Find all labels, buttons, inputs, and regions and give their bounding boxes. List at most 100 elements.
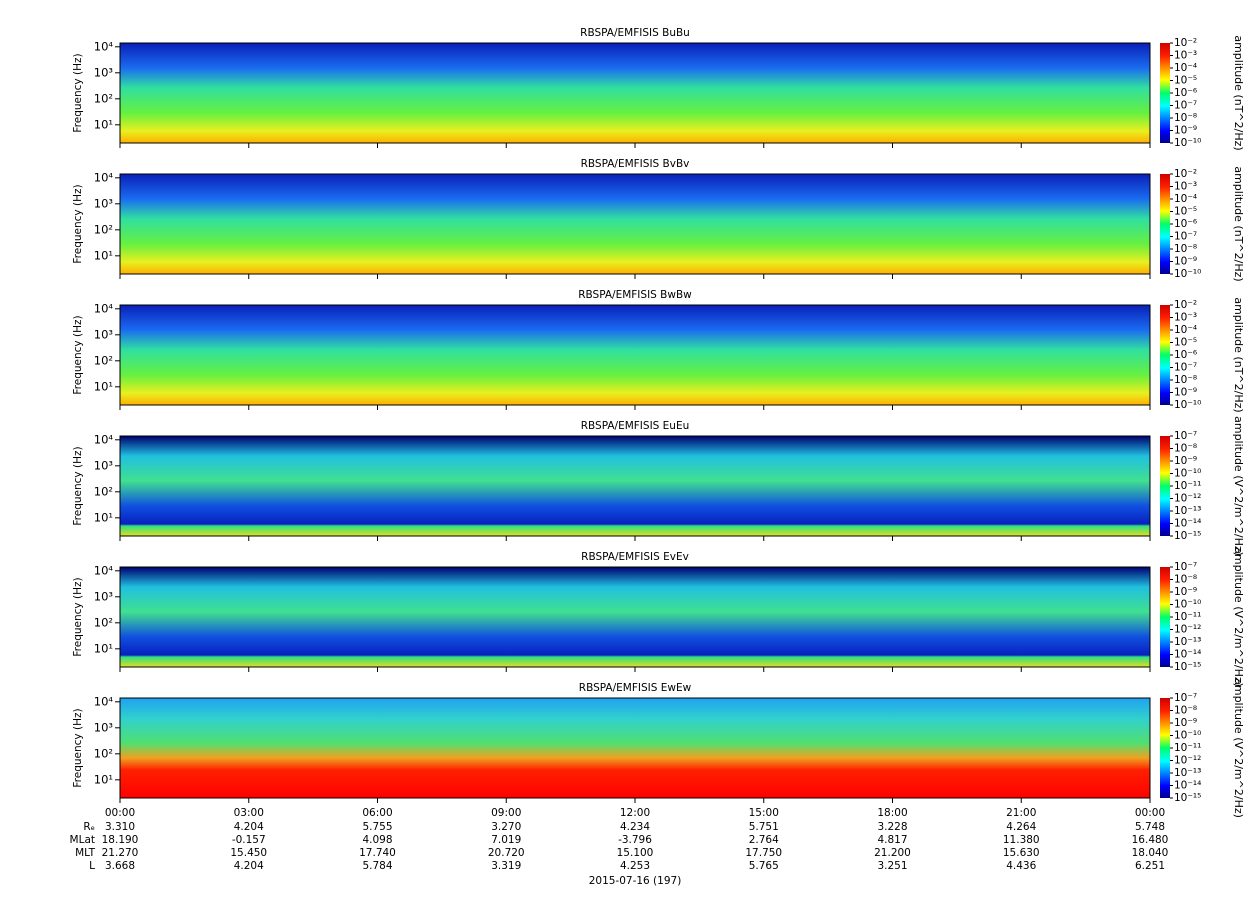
y-tick-label: 10⁴ — [94, 563, 114, 577]
ephemeris-value: 18.040 — [1132, 847, 1169, 859]
y-tick-label: 10² — [94, 222, 113, 236]
colorbar-tick-label: 10⁻⁷ — [1174, 100, 1197, 112]
spectrogram-image — [120, 436, 1150, 536]
colorbar-tick-label: 10⁻¹⁰ — [1174, 268, 1201, 280]
ephemeris-value: 4.204 — [234, 860, 264, 872]
ephemeris-value: 3.668 — [105, 860, 135, 872]
colorbar-tick-label: 10⁻⁹ — [1174, 125, 1197, 137]
ephemeris-value: 4.098 — [362, 834, 392, 846]
y-tick-label: 10¹ — [94, 641, 113, 655]
ephemeris-value: 16.480 — [1132, 834, 1169, 846]
ephemeris-label: Rₑ — [83, 821, 95, 833]
colorbar-tick-label: 10⁻¹⁰ — [1174, 730, 1201, 742]
colorbar-tick-label: 10⁻⁶ — [1174, 87, 1197, 99]
colorbar-tick-label: 10⁻⁸ — [1174, 705, 1197, 717]
colorbar-tick-label: 10⁻⁷ — [1174, 362, 1197, 374]
ephemeris-value: 5.765 — [749, 860, 779, 872]
ephemeris-value: 5.755 — [362, 821, 392, 833]
colorbar-tick-label: 10⁻¹⁵ — [1174, 530, 1201, 542]
ephemeris-value: 3.251 — [877, 860, 907, 872]
x-tick-label: 09:00 — [491, 807, 521, 819]
y-tick-label: 10¹ — [94, 510, 113, 524]
ephemeris-value: 4.253 — [620, 860, 650, 872]
colorbar-tick-label: 10⁻⁸ — [1174, 374, 1197, 386]
ephemeris-value: 7.019 — [491, 834, 521, 846]
spectrogram-image — [120, 174, 1150, 274]
colorbar-tick-label: 10⁻¹³ — [1174, 767, 1201, 779]
y-axis-label: Frequency (Hz) — [72, 315, 84, 394]
colorbar-tick-label: 10⁻⁶ — [1174, 349, 1197, 361]
panel-title: RBSPA/EMFISIS EwEw — [579, 682, 692, 694]
ephemeris-value: 3.310 — [105, 821, 135, 833]
colorbar-tick-label: 10⁻³ — [1174, 50, 1197, 62]
y-tick-label: 10³ — [94, 589, 114, 603]
colorbar-label: amplitude (nT^2/Hz) — [1232, 35, 1245, 150]
y-tick-label: 10² — [94, 746, 113, 760]
y-axis-label: Frequency (Hz) — [72, 53, 84, 132]
ephemeris-value: 5.784 — [362, 860, 392, 872]
colorbar-tick-label: 10⁻⁶ — [1174, 218, 1197, 230]
y-tick-label: 10³ — [94, 196, 114, 210]
colorbar — [1160, 305, 1170, 405]
panel-title: RBSPA/EMFISIS BwBw — [578, 289, 692, 301]
x-tick-label: 18:00 — [877, 807, 907, 819]
ephemeris-value: -0.157 — [232, 834, 266, 846]
colorbar-tick-label: 10⁻⁴ — [1174, 324, 1197, 336]
ephemeris-value: 4.234 — [620, 821, 650, 833]
y-axis-label: Frequency (Hz) — [72, 577, 84, 656]
colorbar-tick-label: 10⁻⁸ — [1174, 574, 1197, 586]
y-tick-label: 10¹ — [94, 248, 113, 262]
colorbar-tick-label: 10⁻⁷ — [1174, 430, 1197, 442]
ephemeris-value: 4.817 — [877, 834, 907, 846]
spectrogram-image — [120, 698, 1150, 798]
colorbar-tick-label: 10⁻¹⁰ — [1174, 599, 1201, 611]
ephemeris-value: 4.264 — [1006, 821, 1036, 833]
x-tick-label: 15:00 — [749, 807, 779, 819]
colorbar — [1160, 698, 1170, 798]
x-tick-label: 00:00 — [1135, 807, 1165, 819]
ephemeris-label: MLat — [70, 834, 95, 846]
colorbar-tick-label: 10⁻⁹ — [1174, 387, 1197, 399]
colorbar-tick-label: 10⁻³ — [1174, 181, 1197, 193]
colorbar-tick-label: 10⁻⁹ — [1174, 586, 1197, 598]
y-axis-label: Frequency (Hz) — [72, 446, 84, 525]
y-tick-label: 10⁴ — [94, 301, 114, 315]
colorbar-tick-label: 10⁻¹² — [1174, 493, 1201, 505]
ephemeris-value: 15.100 — [617, 847, 654, 859]
colorbar — [1160, 174, 1170, 274]
ephemeris-value: 3.319 — [491, 860, 521, 872]
colorbar-tick-label: 10⁻² — [1174, 299, 1197, 311]
colorbar-tick-label: 10⁻¹⁰ — [1174, 468, 1201, 480]
colorbar-tick-label: 10⁻⁸ — [1174, 443, 1197, 455]
ephemeris-value: 4.436 — [1006, 860, 1036, 872]
y-tick-label: 10⁴ — [94, 170, 114, 184]
ephemeris-value: 6.251 — [1135, 860, 1165, 872]
colorbar-tick-label: 10⁻⁵ — [1174, 206, 1197, 218]
y-tick-label: 10⁴ — [94, 432, 114, 446]
y-tick-label: 10¹ — [94, 117, 113, 131]
colorbar-tick-label: 10⁻⁵ — [1174, 75, 1197, 87]
colorbar-tick-label: 10⁻¹⁵ — [1174, 661, 1201, 673]
x-tick-label: 06:00 — [362, 807, 392, 819]
panel-title: RBSPA/EMFISIS BvBv — [581, 158, 690, 170]
colorbar-tick-label: 10⁻¹⁵ — [1174, 792, 1201, 804]
y-tick-label: 10² — [94, 91, 113, 105]
colorbar-tick-label: 10⁻⁹ — [1174, 256, 1197, 268]
y-axis-label: Frequency (Hz) — [72, 708, 84, 787]
ephemeris-value: 20.720 — [488, 847, 525, 859]
y-tick-label: 10¹ — [94, 379, 113, 393]
colorbar-tick-label: 10⁻⁴ — [1174, 62, 1197, 74]
y-tick-label: 10² — [94, 484, 113, 498]
spectrogram-image — [120, 305, 1150, 405]
colorbar-tick-label: 10⁻¹⁰ — [1174, 137, 1201, 149]
y-tick-label: 10³ — [94, 720, 114, 734]
colorbar-tick-label: 10⁻⁵ — [1174, 337, 1197, 349]
colorbar-tick-label: 10⁻⁷ — [1174, 231, 1197, 243]
spectrogram-image — [120, 567, 1150, 667]
date-label: 2015-07-16 (197) — [589, 875, 682, 887]
x-tick-label: 21:00 — [1006, 807, 1036, 819]
panel-title: RBSPA/EMFISIS BuBu — [580, 27, 690, 39]
ephemeris-value: 3.228 — [877, 821, 907, 833]
ephemeris-label: MLT — [75, 847, 95, 859]
